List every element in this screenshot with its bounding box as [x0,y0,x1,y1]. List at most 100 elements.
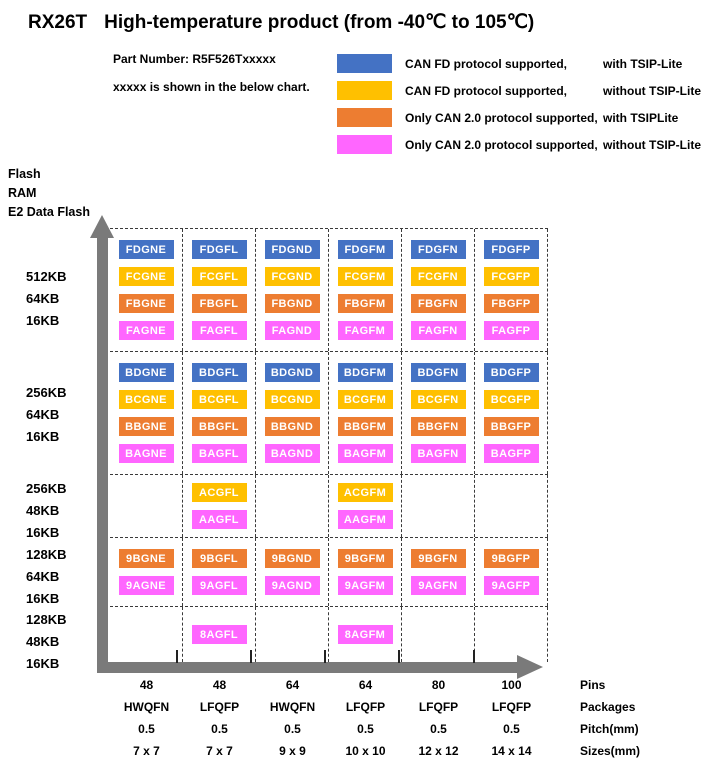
memory-label: 128KB [26,547,67,562]
legend-tsip-label: with TSIPLite [603,110,679,125]
legend-tsip-label: without TSIP-Lite [603,83,701,98]
legend-swatch-icon [337,54,392,73]
part-cell: BDGND [264,363,320,382]
package-table-cell: 48 [212,678,227,692]
part-cell: FBGFL [191,294,247,313]
part-cell: BBGND [264,417,320,436]
grid-column-3: FDGFM FCGFM FBGFM FAGFM [329,229,402,351]
package-table-cell: HWQFN [123,700,170,714]
package-table-cell: 14 x 14 [491,744,532,758]
part-cell: BBGNE [118,417,174,436]
package-table-cell: 0.5 [430,722,447,736]
part-cell: BDGFL [191,363,247,382]
grid-column-5 [475,475,548,537]
part-cell: BCGFN [410,390,466,409]
part-cell: FDGFP [483,240,539,259]
package-table: 48 48 64 64 80 100 HWQFN LFQFP HWQFN LFQFP LFQFP LF… [110,674,548,762]
product-name: RX26T [28,12,88,33]
part-cell: 8AGFM [337,625,393,644]
part-cell: 9AGFM [337,576,393,595]
part-cell: BBGFM [337,417,393,436]
grid-column-2: BDGND BCGND BBGND BAGND [256,352,329,474]
part-cell: 9AGFN [410,576,466,595]
legend-label: CAN FD protocol supported, [405,56,567,71]
part-number-line: Part Number: R5F526Txxxxx [113,52,276,66]
part-cell: BDGFP [483,363,539,382]
part-cell: BAGFL [191,444,247,463]
package-table-cell: 0.5 [357,722,374,736]
x-axis-tick [398,650,400,663]
memory-label: 16KB [26,313,60,328]
y-caption-ram: RAM [8,186,37,200]
part-cell: 9BGFP [483,549,539,568]
package-table-cell: 7 x 7 [133,744,160,758]
memory-label: 64KB [26,291,60,306]
package-table-cell: LFQFP [418,700,459,714]
part-cell: 9AGNE [118,576,174,595]
legend-swatch-icon [337,135,392,154]
memory-label-group-1: 256KB 64KB 16KB [26,382,66,448]
part-cell: 9BGNE [118,549,174,568]
grid-column-2: FDGND FCGND FBGND FAGND [256,229,329,351]
grid-column-4 [402,475,475,537]
part-cell: FCGFN [410,267,466,286]
package-table-cell: 64 [358,678,373,692]
part-number-hint: xxxxx is shown in the below chart. [113,80,310,94]
memory-label: 64KB [26,569,60,584]
package-table-cell: 0.5 [284,722,301,736]
part-cell: FAGND [264,321,320,340]
legend-label: Only CAN 2.0 protocol supported, [405,137,598,152]
part-cell: FCGND [264,267,320,286]
package-table-cell: LFQFP [491,700,532,714]
package-table-cell: 10 x 10 [345,744,386,758]
part-cell: AAGFM [337,510,393,529]
grid-column-4: FDGFN FCGFN FBGFN FAGFN [402,229,475,351]
grid-column-5: BDGFP BCGFP BBGFP BAGFP [475,352,548,474]
grid-column-2 [256,475,329,537]
grid-column-0 [110,607,183,662]
part-cell: AAGFL [191,510,247,529]
part-cell: 9AGND [264,576,320,595]
memory-label-group-2: 256KB 48KB 16KB [26,478,66,544]
part-cell: 8AGFL [191,625,247,644]
part-cell: FDGNE [118,240,174,259]
part-cell: FBGFM [337,294,393,313]
x-axis-tick [250,650,252,663]
grid-column-1: ACGFL AAGFL [183,475,256,537]
memory-label-group-0: 512KB 64KB 16KB [26,266,66,332]
part-cell: BBGFP [483,417,539,436]
package-table-row-label: Packages [580,700,636,714]
part-cell: BAGNE [118,444,174,463]
part-cell: FDGND [264,240,320,259]
package-table-row-label: Pitch(mm) [580,722,639,736]
package-table-row-1: HWQFN LFQFP HWQFN LFQFP LFQFP LFQFP [110,696,548,718]
part-cell: FBGFN [410,294,466,313]
grid-column-3: 9BGFM 9AGFM [329,538,402,606]
y-axis-arrow-icon [90,215,114,238]
part-cell: BCGNE [118,390,174,409]
part-cell: BCGFM [337,390,393,409]
part-cell: 9BGFN [410,549,466,568]
grid-column-4 [402,607,475,662]
package-table-row-label: Pins [580,678,606,692]
row-group-0: FDGNE FCGNE FBGNE FAGNE FDGFL FCGFL FBGFL FAGFL… [110,228,548,352]
package-table-cell: 7 x 7 [206,744,233,758]
memory-label: 256KB [26,481,67,496]
part-cell: FBGFP [483,294,539,313]
part-cell: 9AGFP [483,576,539,595]
package-table-cell: 0.5 [503,722,520,736]
package-table-cell: HWQFN [269,700,316,714]
grid-column-2 [256,607,329,662]
part-cell: FAGFN [410,321,466,340]
legend-item-0: CAN FD protocol supported, with TSIP-Lite [337,54,701,73]
package-table-cell: 48 [139,678,154,692]
x-axis-tick [473,650,475,663]
package-table-cell: 100 [501,678,522,692]
package-table-row-2: 0.5 0.5 0.5 0.5 0.5 0.5 [110,718,548,740]
part-cell: BDGNE [118,363,174,382]
grid-column-5: 9BGFP 9AGFP [475,538,548,606]
part-cell: 9BGFM [337,549,393,568]
page-title: RX26T High-temperature product (from -40℃… [28,11,534,34]
package-table-cell: 80 [431,678,446,692]
package-table-cell: 12 x 12 [418,744,459,758]
